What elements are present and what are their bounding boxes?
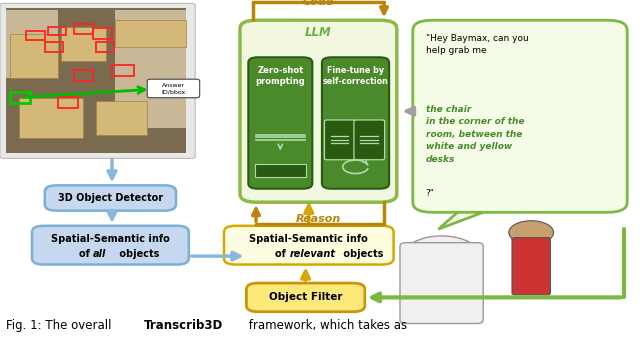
FancyBboxPatch shape (45, 185, 176, 211)
FancyBboxPatch shape (224, 226, 394, 265)
Bar (45, 42, 63, 52)
Text: Reason: Reason (296, 214, 341, 224)
FancyBboxPatch shape (354, 120, 385, 160)
Bar (112, 65, 134, 76)
Text: Zero-shot
prompting: Zero-shot prompting (255, 66, 305, 86)
Text: framework, which takes as: framework, which takes as (245, 319, 407, 332)
Bar (26, 31, 45, 40)
FancyBboxPatch shape (147, 79, 200, 98)
Text: LLM: LLM (305, 26, 332, 38)
Text: Fine-tune by
self-correction: Fine-tune by self-correction (323, 66, 388, 86)
Bar (19, 98, 83, 138)
Bar (10, 34, 58, 78)
Text: of: of (275, 249, 290, 259)
Text: Object Filter: Object Filter (269, 293, 342, 302)
Text: Transcrib3D: Transcrib3D (144, 319, 223, 332)
FancyBboxPatch shape (322, 57, 389, 189)
Bar (74, 70, 93, 81)
Text: objects: objects (339, 249, 383, 259)
Bar (6, 10, 58, 78)
Bar (74, 24, 93, 34)
FancyBboxPatch shape (248, 57, 312, 189)
Bar (255, 164, 306, 177)
Bar (93, 28, 112, 39)
Text: of: of (79, 249, 93, 259)
Bar (48, 27, 66, 35)
Bar (10, 92, 30, 103)
Bar (58, 97, 78, 108)
FancyBboxPatch shape (240, 20, 397, 202)
FancyBboxPatch shape (512, 238, 550, 295)
Text: the chair
in the corner of the
room, between the
white and yellow
desks: the chair in the corner of the room, bet… (426, 105, 524, 164)
Text: Spatial-Semantic info: Spatial-Semantic info (51, 234, 170, 244)
FancyBboxPatch shape (400, 243, 483, 324)
FancyBboxPatch shape (246, 283, 365, 312)
Bar (115, 20, 186, 47)
Text: Fig. 1: The overall: Fig. 1: The overall (6, 319, 116, 332)
Text: Answer
ID/bbox: Answer ID/bbox (161, 83, 186, 94)
Text: "Hey Baymax, can you
help grab me: "Hey Baymax, can you help grab me (426, 34, 529, 55)
Text: Spatial-Semantic info: Spatial-Semantic info (250, 234, 368, 244)
Bar (96, 101, 147, 135)
FancyBboxPatch shape (413, 20, 627, 212)
FancyBboxPatch shape (32, 226, 189, 265)
Circle shape (403, 236, 480, 276)
Text: 3D Object Detector: 3D Object Detector (58, 193, 163, 203)
Bar (61, 27, 106, 61)
Bar (6, 8, 186, 153)
Text: objects: objects (115, 249, 159, 259)
Text: ?": ?" (426, 189, 435, 198)
Circle shape (509, 221, 554, 244)
Polygon shape (438, 212, 483, 229)
Bar (96, 42, 114, 52)
FancyBboxPatch shape (0, 3, 195, 158)
FancyBboxPatch shape (324, 120, 355, 160)
Text: all: all (93, 249, 106, 259)
Text: relevant: relevant (290, 249, 335, 259)
Text: Code: Code (303, 0, 334, 7)
Bar (115, 10, 186, 128)
